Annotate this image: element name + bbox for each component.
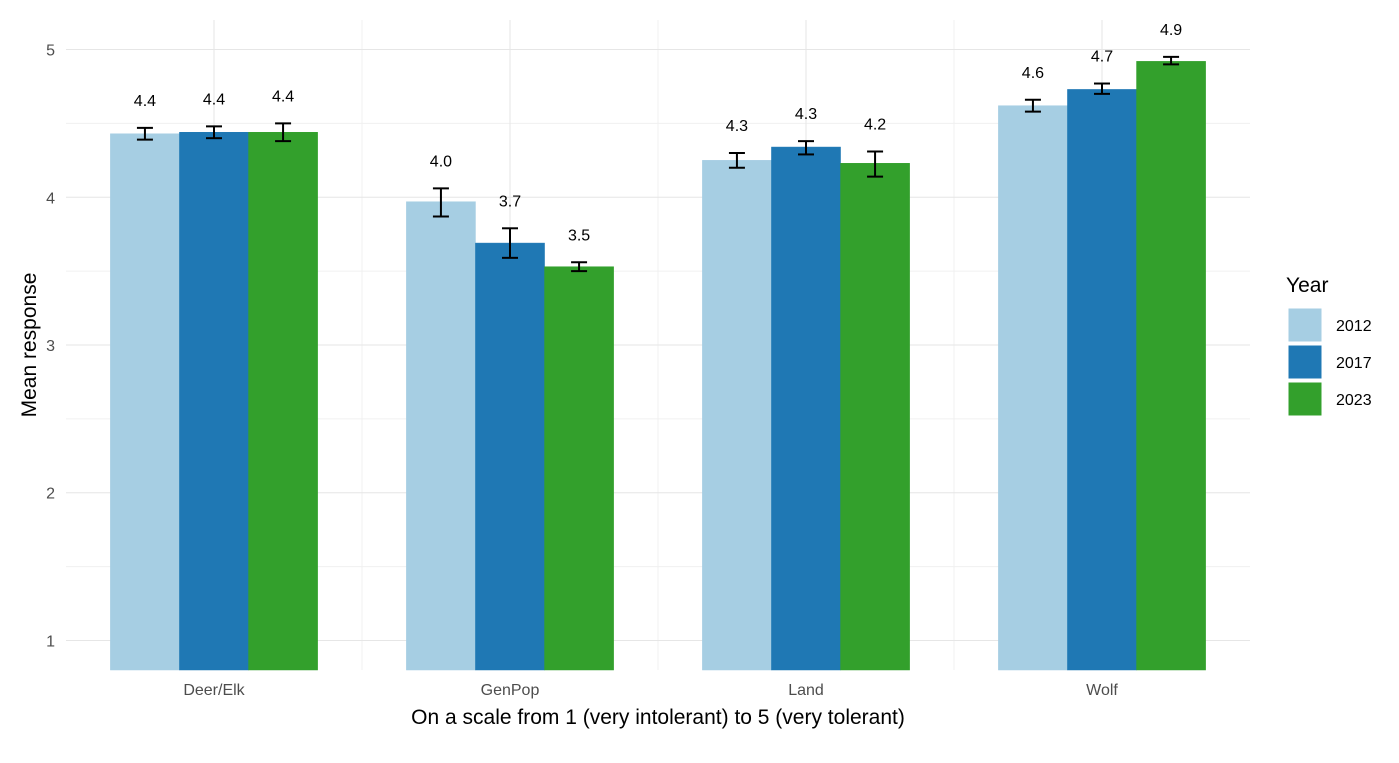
y-tick-label: 4 [46,190,55,207]
data-label: 4.3 [726,118,748,135]
bar [544,266,614,671]
x-axis-title: On a scale from 1 (very intolerant) to 5… [411,706,905,729]
x-axis-tick-labels: Deer/Elk GenPop Land Wolf [183,682,1118,699]
bar [998,105,1068,671]
y-axis-tick-labels: 1 2 3 4 5 [46,43,55,651]
x-tick-label: Land [788,682,824,699]
bar [1067,89,1137,671]
x-tick-label: Deer/Elk [183,682,245,699]
data-label: 4.6 [1022,65,1044,82]
y-tick-label: 2 [46,486,55,503]
legend-label: 2012 [1336,318,1372,335]
data-label: 4.3 [795,106,817,123]
legend-title: Year [1286,274,1328,297]
bar [702,160,772,671]
error-bars-group [136,55,1180,273]
data-label: 4.9 [1160,22,1182,39]
x-tick-label: GenPop [481,682,540,699]
legend: Year 2012 2017 2023 [1286,274,1372,417]
data-label: 4.7 [1091,49,1113,66]
legend-swatch [1287,381,1323,417]
legend-items: 2012 2017 2023 [1287,307,1372,417]
data-label: 4.4 [203,91,225,108]
bar [110,133,180,671]
bar [179,132,249,671]
bar [248,132,318,671]
legend-swatch [1287,307,1323,343]
bar [1136,61,1206,671]
data-label: 3.5 [568,227,590,244]
bar [771,146,841,671]
x-tick-label: Wolf [1086,682,1118,699]
bar [840,163,910,671]
value-labels-group: 4.4 4.0 4.3 4.6 4.4 3.7 4.3 4.7 4.4 3.5 4.2 4.9 [134,22,1182,244]
y-axis-title: Mean response [18,273,41,418]
y-tick-label: 1 [46,633,55,650]
data-label: 3.7 [499,193,521,210]
bar [406,201,476,671]
data-label: 4.2 [864,116,886,133]
data-label: 4.0 [430,153,452,170]
data-label: 4.4 [272,88,294,105]
bar [475,242,545,671]
y-tick-label: 5 [46,43,55,60]
data-label: 4.4 [134,93,156,110]
legend-label: 2017 [1336,355,1372,372]
legend-label: 2023 [1336,392,1372,409]
bars-group [110,61,1206,671]
y-tick-label: 3 [46,338,55,355]
legend-swatch [1287,344,1323,380]
